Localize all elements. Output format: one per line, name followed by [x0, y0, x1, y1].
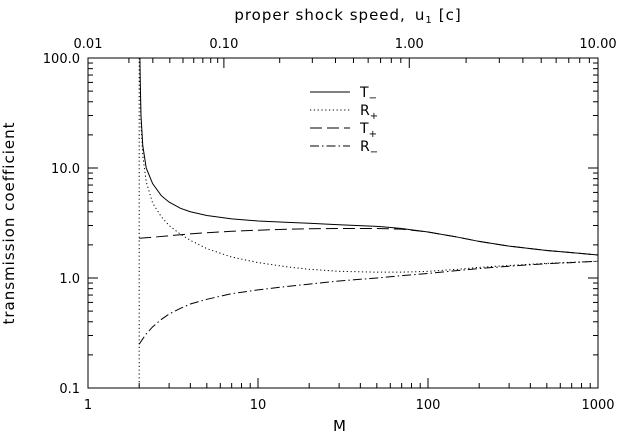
top-tick-label: 10.00 [579, 37, 616, 52]
legend-label-4: R− [360, 139, 378, 158]
series-line-3 [139, 227, 598, 256]
legend-label-main: T [359, 85, 369, 101]
legend-label-3: T+ [359, 121, 377, 140]
series-line-4 [138, 260, 598, 345]
x-tick-label: 100 [416, 398, 441, 413]
top-axis-title: proper shock speed, u1 [c] [234, 6, 461, 26]
plot-frame [87, 57, 599, 389]
x-tick-label: 1000 [581, 398, 614, 413]
top-tick-label: 1.00 [395, 37, 424, 52]
top-axis-symbol: u [415, 6, 426, 24]
x-tick-label: 10 [250, 398, 267, 413]
legend-label-sub: + [370, 111, 378, 122]
y-tick-label: 1.0 [59, 272, 80, 287]
top-axis-label-text: proper shock speed, [234, 6, 406, 24]
y-tick-label: 10.0 [51, 162, 80, 177]
top-tick-label: 0.10 [209, 37, 238, 52]
top-axis-unit: [c] [439, 6, 462, 24]
legend-label-1: T− [359, 85, 377, 104]
legend-label-main: R [360, 103, 370, 119]
legend-label-sub: + [369, 129, 377, 140]
y-tick-label: 100.0 [43, 52, 80, 67]
legend-label-main: R [360, 139, 370, 155]
legend-label-sub: − [370, 147, 378, 158]
x-axis-title: M [333, 417, 347, 435]
legend-label-main: T [359, 121, 369, 137]
series-line-2 [139, 58, 598, 273]
legend-label-sub: − [369, 93, 377, 104]
y-axis-title: transmission coefficient [0, 121, 18, 324]
top-tick-label: 0.01 [74, 37, 103, 52]
y-tick-label: 0.1 [59, 382, 80, 397]
legend-label-2: R+ [360, 103, 378, 122]
x-tick-label: 1 [84, 398, 92, 413]
top-axis-symbol-sub: 1 [425, 15, 432, 26]
